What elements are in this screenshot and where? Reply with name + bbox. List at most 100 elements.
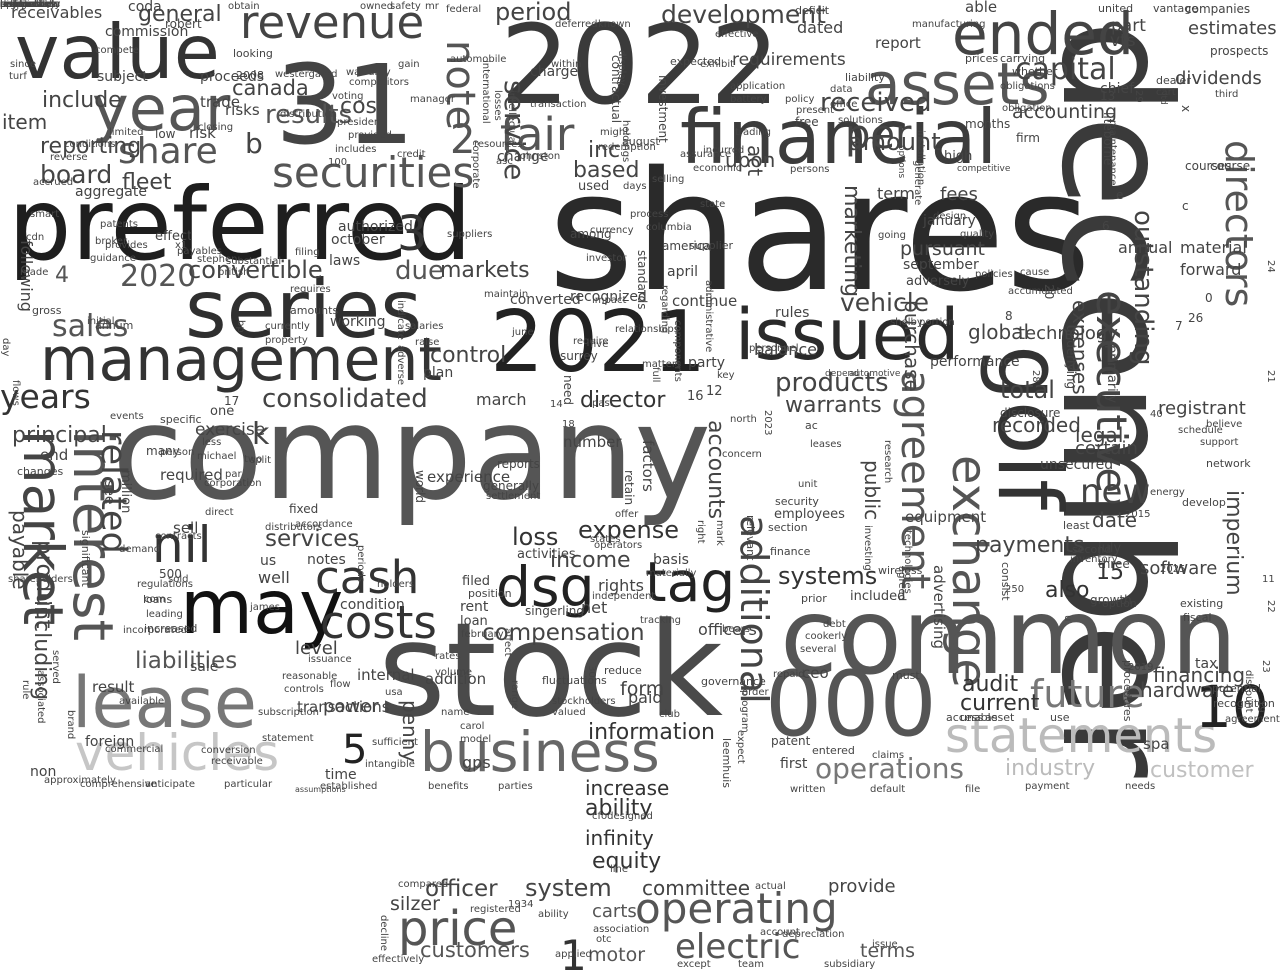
word-100: 100 [328,157,348,168]
word-receivables: receivables [11,3,103,22]
word-ability: ability [585,796,653,821]
word-systems: systems [778,562,878,590]
word-particular: particular [224,779,273,790]
word-quality: quality [960,229,995,240]
word-inc: inc [588,138,621,163]
word-repaid: repaid [773,669,805,680]
word-states: states [590,534,621,545]
word-surrey: surrey [560,349,598,363]
word-competitors: competitors [349,77,409,88]
word-investment: investment [656,75,670,143]
word-based: based [573,158,640,183]
word-personnel: personnel [749,343,799,354]
word-regulations: regulations [137,579,194,590]
word-electric: electric [675,927,801,967]
word-investor: investor [586,253,627,264]
word-received: received [820,88,932,118]
word-debt: debt [823,619,846,630]
word-company: company [112,377,712,529]
word-options: options [896,145,906,179]
word-operators: operators [594,540,643,551]
word-income: income [550,548,631,573]
word-filing: filing [295,247,320,258]
word-year: year [92,72,231,145]
word-item: item [2,110,48,134]
word-2025: 2025 [1160,564,1186,575]
word-customer: customer [1150,758,1254,783]
word-principal: principal [12,423,107,448]
word-believe: believe [1206,419,1243,430]
word-exhibit: exhibit [700,59,735,70]
word-x1: x1 [175,240,188,251]
word-statement: statement [262,733,314,744]
word-competition: competition [0,0,60,10]
word-courses: courses [1185,159,1232,173]
word-us: us [260,553,277,569]
word-develop: develop [1182,496,1226,509]
word-deferred: deferred [555,19,598,30]
word-accounts: accounts [703,420,728,520]
word-requires: requires [290,284,331,295]
word-proprietary: proprietary [0,0,56,10]
word-existing: existing [1180,597,1224,610]
word-pursuant: pursuant [900,238,985,260]
word-effectively: effectively [372,954,425,965]
word-infinity: infinity [585,826,654,850]
word-10: 10 [1195,673,1269,741]
word-incurred: incurred [703,145,745,156]
word-reverse: reverse [50,152,88,163]
word-fixed: fixed [289,502,319,516]
word-revenue: revenue [240,0,425,49]
word-costs: costs [320,596,437,649]
word-assurance: assurance [680,149,732,160]
word-u: u [1062,615,1073,622]
word-carol: carol [460,721,485,732]
word-liability: liability [845,71,885,84]
word-periods: periods [355,545,366,583]
word-24: 24 [1265,260,1276,273]
word-unable: unable [960,711,998,724]
word-stockholders: stockholders [552,696,616,707]
word-power: power [323,696,379,717]
word-smart: smart [30,209,60,220]
word-reporting: reporting [40,134,142,159]
word-process: process [630,209,669,220]
word-common: common [780,576,1238,698]
word-tracking: tracking [640,615,681,626]
word-recognition: recognition [1213,697,1275,710]
word-vts: vts [1110,31,1136,51]
word-adversely: adversely [906,274,970,289]
word-commercial: commercial [105,744,164,755]
word-time: time [325,767,357,783]
word-dated: dated [797,18,844,37]
word-subscription: subscription [258,707,319,718]
word-15: 15 [1096,560,1124,585]
word-loan: loan [460,614,488,629]
word-technologies: technologies [902,530,913,594]
word-activities: activities [517,547,576,562]
word-demand: demand [119,544,161,555]
word-agreement: agreement [892,370,938,590]
word-included: included [850,589,906,604]
word-also: also [1045,578,1090,603]
word-director: director [580,388,666,413]
word-period: period [495,0,572,26]
word-tag: tag [645,550,736,614]
word-range: range [509,680,520,710]
word-certain: certain [1075,438,1138,459]
word-commission: commission [105,24,189,40]
word-low: low [155,127,176,141]
word-looking: looking [233,47,273,60]
word-obligation: obligation [1002,103,1052,114]
word-suppliers: suppliers [447,229,493,240]
word-relationships: relationships [615,324,679,335]
word-asset: asset [985,711,1015,724]
word-31: 31 [275,41,415,169]
word-gain: gain [398,59,420,70]
word-supplier: supplier [689,239,734,252]
word-team: team [738,959,764,970]
word-19: 19 [1255,700,1266,713]
word-expense: expense [578,516,680,544]
word-required: required [160,466,223,484]
word-registered: registered [470,904,521,915]
